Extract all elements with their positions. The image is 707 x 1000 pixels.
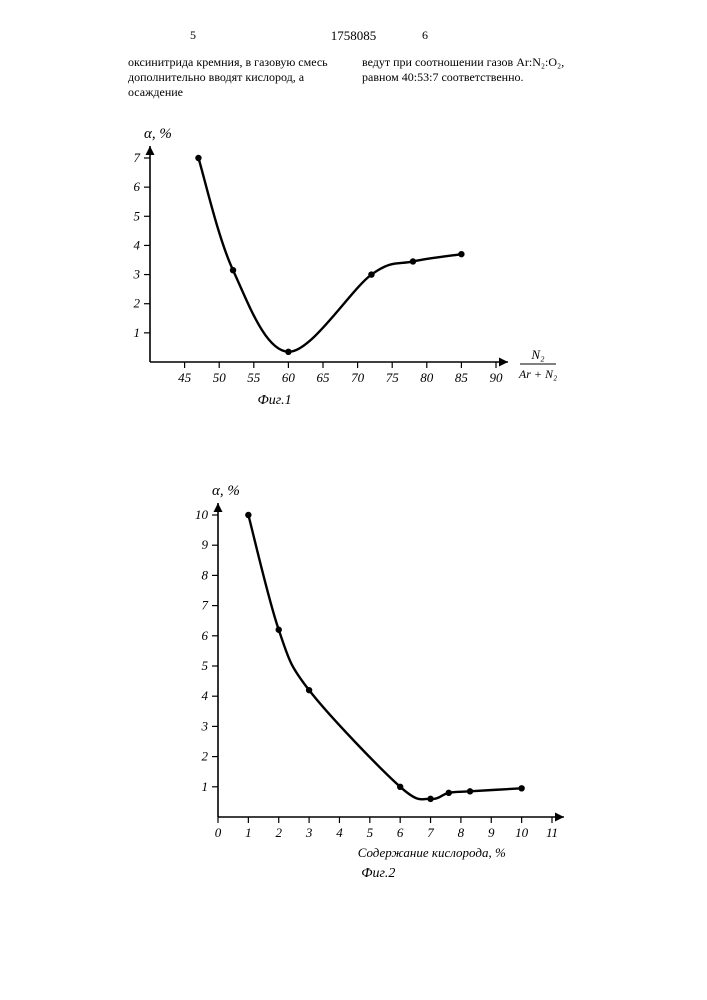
svg-text:5: 5	[367, 825, 374, 840]
svg-text:0: 0	[215, 825, 222, 840]
svg-text:7: 7	[427, 825, 434, 840]
text-column-left: оксинитрида кремния, в газовую смесь доп…	[128, 55, 356, 100]
svg-text:1: 1	[245, 825, 252, 840]
svg-text:4: 4	[202, 688, 209, 703]
figure-1-chart: 455055606570758085901234567α, %N₂Ar + N₂…	[96, 118, 566, 418]
svg-text:6: 6	[134, 179, 141, 194]
page-header: 5 1758085 6	[0, 28, 707, 48]
svg-text:Фиг.1: Фиг.1	[258, 393, 292, 408]
svg-text:10: 10	[515, 825, 529, 840]
svg-text:65: 65	[317, 370, 331, 385]
svg-text:50: 50	[213, 370, 227, 385]
svg-text:85: 85	[455, 370, 469, 385]
svg-text:6: 6	[202, 628, 209, 643]
svg-text:45: 45	[178, 370, 192, 385]
svg-text:α, %: α, %	[144, 126, 172, 142]
svg-text:8: 8	[202, 567, 209, 582]
svg-text:55: 55	[247, 370, 260, 385]
svg-text:5: 5	[202, 658, 209, 673]
page-number-left: 5	[190, 28, 196, 43]
svg-text:7: 7	[134, 150, 141, 165]
svg-text:6: 6	[397, 825, 404, 840]
svg-text:80: 80	[420, 370, 434, 385]
svg-text:3: 3	[133, 267, 141, 282]
svg-text:7: 7	[202, 598, 209, 613]
svg-text:4: 4	[134, 237, 141, 252]
svg-text:Фиг.2: Фиг.2	[361, 866, 395, 881]
svg-text:90: 90	[490, 370, 504, 385]
svg-text:1: 1	[134, 325, 141, 340]
svg-text:8: 8	[458, 825, 465, 840]
svg-text:α, %: α, %	[212, 483, 240, 499]
svg-text:4: 4	[336, 825, 343, 840]
svg-text:2: 2	[202, 749, 209, 764]
svg-text:5: 5	[134, 208, 141, 223]
svg-text:75: 75	[386, 370, 400, 385]
svg-text:11: 11	[546, 825, 558, 840]
svg-text:9: 9	[488, 825, 495, 840]
figure-2-chart: 0123456789101112345678910α, %Содержание …	[158, 475, 598, 895]
svg-text:3: 3	[305, 825, 313, 840]
svg-text:9: 9	[202, 537, 209, 552]
svg-text:1: 1	[202, 779, 209, 794]
svg-text:N₂: N₂	[530, 347, 545, 362]
svg-text:70: 70	[351, 370, 365, 385]
svg-text:2: 2	[275, 825, 282, 840]
page-number-right: 6	[422, 28, 428, 43]
svg-text:Содержание кислорода, %: Содержание кислорода, %	[358, 845, 506, 860]
svg-text:60: 60	[282, 370, 296, 385]
body-text-columns: оксинитрида кремния, в газовую смесь доп…	[128, 55, 590, 100]
svg-text:2: 2	[134, 296, 141, 311]
document-id: 1758085	[331, 28, 377, 44]
svg-text:3: 3	[201, 718, 209, 733]
svg-text:10: 10	[195, 507, 209, 522]
svg-text:Ar + N₂: Ar + N₂	[518, 367, 557, 381]
page: 5 1758085 6 оксинитрида кремния, в газов…	[0, 0, 707, 1000]
text-column-right: ведут при соотношении газов Ar:N₂:O₂, ра…	[356, 55, 590, 100]
